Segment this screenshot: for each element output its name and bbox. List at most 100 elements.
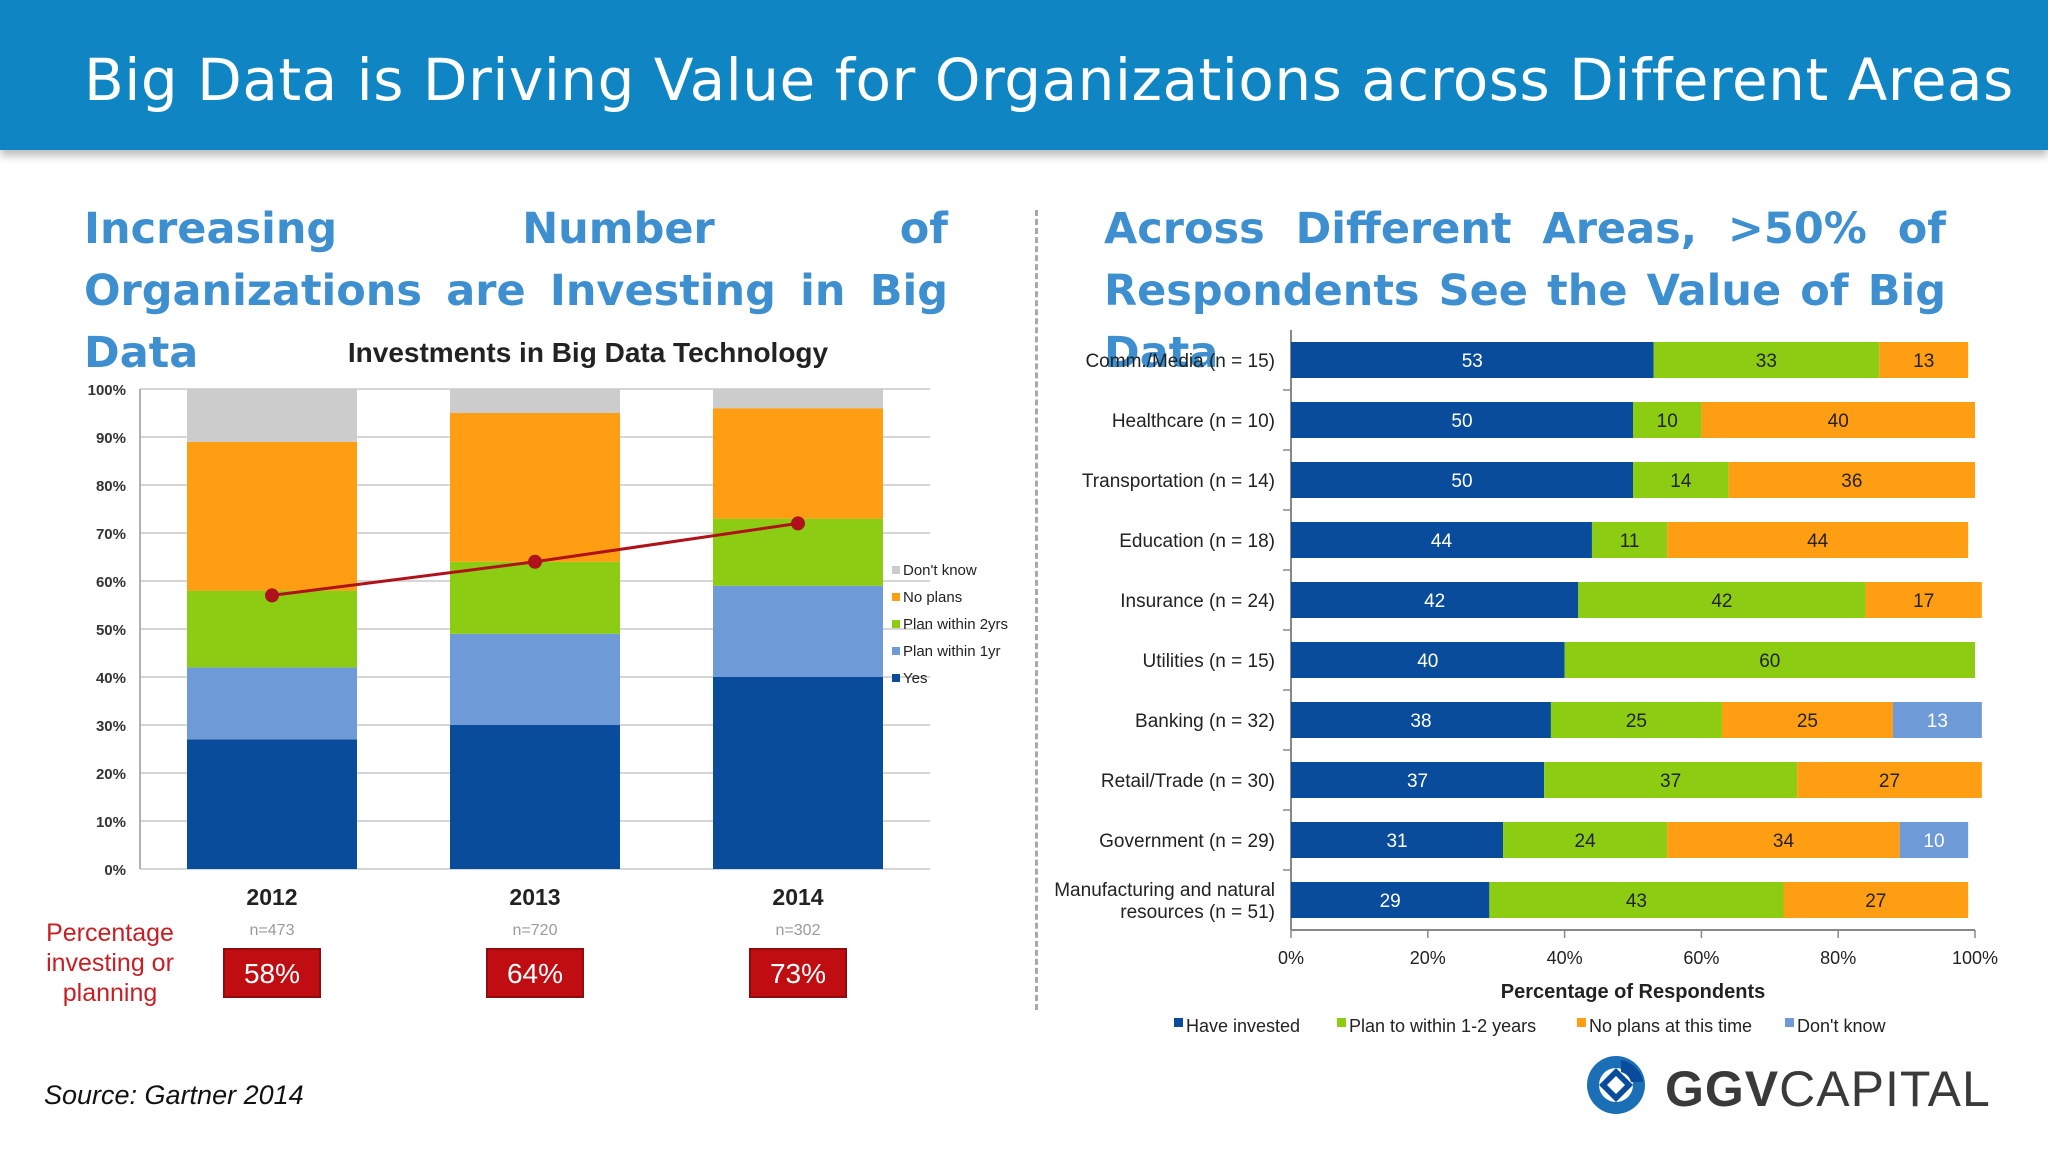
bar-segment-have-invested-1: [1291, 402, 1633, 438]
data-label: 13: [1927, 711, 1948, 732]
category-label: Transportation (n = 14): [1082, 471, 1275, 492]
bar-segment-have-invested-9: [1291, 882, 1490, 918]
x-tick-label: 60%: [1683, 948, 1719, 968]
trend-point: [265, 588, 279, 603]
legend-swatch-plan-within-2yrs: [892, 620, 900, 628]
logo-text-bold: GGV: [1665, 1061, 1780, 1117]
category-label: Banking (n = 32): [1135, 711, 1275, 732]
x-tick-label: 80%: [1820, 948, 1856, 968]
x-tick-label: 0%: [1278, 948, 1304, 968]
legend-swatch-no-plans: [892, 593, 900, 601]
x-tick-label: 2014: [772, 884, 823, 910]
bar-segment-don-t-know-8: [1899, 822, 1969, 858]
category-label: resources (n = 51): [1120, 902, 1275, 923]
category-label: Utilities (n = 15): [1142, 651, 1275, 672]
data-label: 25: [1797, 711, 1818, 732]
source-note: Source: Gartner 2014: [44, 1080, 304, 1110]
data-label: 50: [1451, 411, 1472, 432]
bar-segment-plan-to-within-1-2-years-2: [1633, 462, 1729, 498]
data-label: 24: [1575, 831, 1597, 852]
data-label: 10: [1923, 831, 1944, 852]
y-tick-label: 70%: [96, 526, 126, 543]
legend-swatch-don-t-know: [892, 566, 900, 574]
bar-segment-no-plans-at-this-time-8: [1667, 822, 1900, 858]
bar-segment-have-invested-4: [1291, 582, 1579, 618]
bar-segment-don-t-know-6: [1892, 702, 1982, 738]
legend-swatch-don-t-know: [1785, 1018, 1794, 1027]
y-tick-label: 10%: [96, 814, 126, 831]
bar-segment-no-plans-2014: [713, 408, 883, 519]
bar-segment-plan-to-within-1-2-years-0: [1653, 342, 1880, 378]
column-divider: [1035, 210, 1038, 1010]
percentage-badge-2013: [486, 948, 584, 998]
category-label: Manufacturing and natural: [1054, 880, 1275, 901]
left-subheading: Increasing Number of Organizations are I…: [84, 204, 948, 378]
category-label: Government (n = 29): [1099, 831, 1275, 852]
data-label: 37: [1660, 771, 1681, 792]
data-label: 34: [1773, 831, 1795, 852]
legend-label: Plan within 2yrs: [903, 616, 1008, 633]
x-tick-label: 40%: [1547, 948, 1583, 968]
category-label: Comm./Media (n = 15): [1085, 351, 1275, 372]
bar-segment-plan-within-1yr-2012: [187, 667, 357, 740]
bar-segment-no-plans-at-this-time-1: [1701, 402, 1975, 438]
data-label: 27: [1865, 891, 1886, 912]
page-title: Big Data is Driving Value for Organizati…: [84, 46, 2014, 114]
legend-swatch-plan-to-within-1-2-years: [1337, 1018, 1346, 1027]
bar-segment-don-t-know-2013: [450, 389, 620, 413]
bar-segment-plan-within-1yr-2013: [450, 633, 620, 725]
logo-text-light: CAPITAL: [1779, 1061, 1991, 1117]
data-label: 40: [1828, 411, 1849, 432]
data-label: 36: [1841, 471, 1862, 492]
bar-segment-no-plans-at-this-time-0: [1879, 342, 1969, 378]
legend-label: No plans: [903, 589, 962, 606]
y-tick-label: 60%: [96, 574, 126, 591]
x-tick-label: 100%: [1952, 948, 1998, 968]
legend-label: Plan within 1yr: [903, 643, 1001, 660]
value-by-area-bar-chart: Comm./Media (n = 15) 53 33 13 Healthcare (n …: [1054, 330, 1998, 1036]
y-tick-label: 0%: [104, 862, 126, 879]
data-label: 44: [1431, 531, 1453, 552]
bar-segment-plan-within-2yrs-2013: [450, 561, 620, 634]
bar-segment-don-t-know-2012: [187, 389, 357, 442]
investments-stacked-bar-chart: Investments in Big Data Technology 0% 10% 2…: [46, 337, 1008, 1007]
legend-label: Don't know: [903, 562, 977, 579]
bar-segment-plan-to-within-1-2-years-3: [1591, 522, 1668, 558]
data-label: 44: [1807, 531, 1829, 552]
percentage-badge-2012: [223, 948, 321, 998]
data-label: 17: [1913, 591, 1934, 612]
bar-segment-yes-2012: [187, 739, 357, 869]
data-label: 25: [1626, 711, 1647, 732]
x-tick-label: 20%: [1410, 948, 1446, 968]
bar-segment-have-invested-7: [1291, 762, 1545, 798]
bar-segment-have-invested-5: [1291, 642, 1565, 678]
bar-segment-have-invested-0: [1291, 342, 1654, 378]
y-tick-label: 50%: [96, 622, 126, 639]
data-label: 10: [1657, 411, 1678, 432]
x-tick-label: 2013: [509, 884, 560, 910]
percentage-caption-line: Percentage: [46, 919, 174, 947]
bar-segment-plan-to-within-1-2-years-5: [1564, 642, 1975, 678]
bar-segment-have-invested-6: [1291, 702, 1551, 738]
data-label: 43: [1626, 891, 1647, 912]
bar-segment-plan-to-within-1-2-years-4: [1578, 582, 1866, 618]
data-label: 29: [1380, 891, 1401, 912]
title-bar: Big Data is Driving Value for Organizati…: [0, 0, 2048, 150]
percentage-value: 64%: [507, 958, 563, 989]
percentage-badge-2014: [749, 948, 847, 998]
trend-point: [791, 516, 805, 531]
bar-segment-yes-2013: [450, 725, 620, 869]
data-label: 33: [1756, 351, 1777, 372]
data-label: 40: [1417, 651, 1438, 672]
bar-segment-plan-to-within-1-2-years-8: [1503, 822, 1668, 858]
ggv-capital-logo: GGVCAPITAL: [1585, 1054, 1990, 1122]
bar-segment-plan-to-within-1-2-years-9: [1489, 882, 1784, 918]
percentage-value: 58%: [244, 958, 300, 989]
bar-segment-plan-to-within-1-2-years-1: [1633, 402, 1702, 438]
legend-swatch-plan-within-1yr: [892, 647, 900, 655]
bar-segment-no-plans-2013: [450, 413, 620, 562]
y-tick-label: 100%: [88, 382, 126, 399]
bar-segment-no-plans-at-this-time-4: [1865, 582, 1982, 618]
sample-size-label: n=302: [776, 922, 821, 939]
y-tick-label: 90%: [96, 430, 126, 447]
